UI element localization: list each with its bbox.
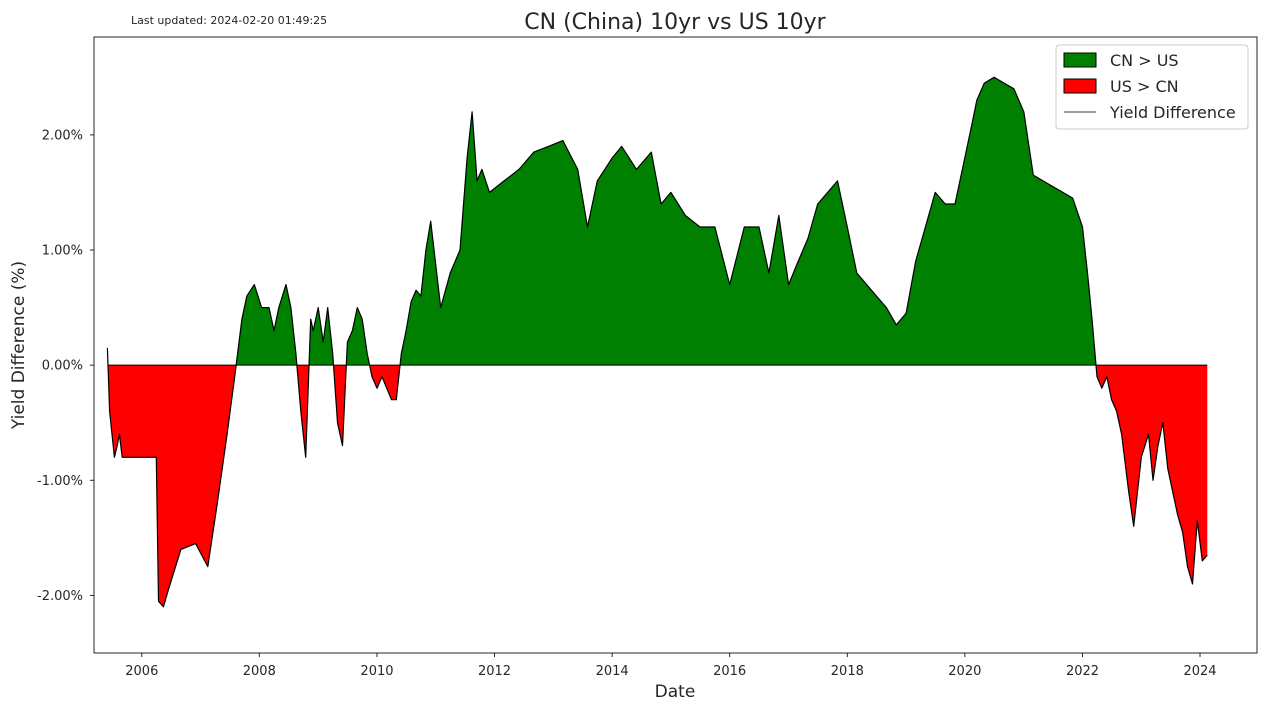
y-tick-label: 0.00% [42,359,83,374]
legend-swatch-cn-gt-us [1063,52,1097,68]
x-tick-label: 2008 [243,664,276,679]
area-cn-gt-us [107,77,1096,366]
y-tick-label: 1.00% [42,244,83,259]
plot-frame [93,36,1258,654]
x-tick-label: 2014 [596,664,629,679]
x-tick-label: 2016 [713,664,746,679]
x-tick-label: 2024 [1183,664,1216,679]
x-tick-label: 2018 [831,664,864,679]
y-tick-label: 2.00% [42,128,83,143]
legend-swatch-us-gt-cn [1063,78,1097,94]
last-updated-text: Last updated: 2024-02-20 01:49:25 [131,14,327,27]
x-tick-label: 2022 [1066,664,1099,679]
x-axis-ticks: 2006 2008 2010 2012 2014 2016 2018 2020 2022 2024 [125,653,1217,679]
plot-area [106,76,1208,608]
chart-title: CN (China) 10yr vs US 10yr [524,10,826,35]
legend-box [1055,44,1249,130]
legend-label-cn-gt-us: CN > US [1110,51,1179,70]
legend-label-us-gt-cn: US > CN [1110,77,1179,96]
series-line-yield-difference [106,76,1208,608]
area-us-gt-cn [108,365,1208,607]
legend: CN > US US > CN Yield Difference [1055,44,1249,130]
legend-label-yield-difference: Yield Difference [1109,103,1236,122]
y-tick-label: -2.00% [37,589,83,604]
x-tick-label: 2012 [478,664,511,679]
y-axis-label: Yield Difference (%) [9,261,29,430]
x-axis-label: Date [655,682,696,702]
x-tick-label: 2010 [360,664,393,679]
y-tick-label: -1.00% [37,474,83,489]
x-tick-label: 2006 [125,664,158,679]
x-tick-label: 2020 [948,664,981,679]
y-axis-ticks: -2.00% -1.00% 0.00% 1.00% 2.00% [37,128,94,604]
